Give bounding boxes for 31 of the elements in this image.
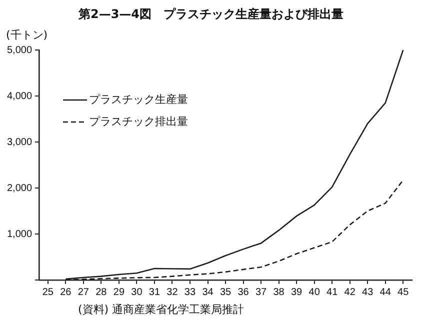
x-tick-label: 32 xyxy=(166,286,178,298)
x-tick-label: 36 xyxy=(238,286,250,298)
legend-label: プラスチック排出量 xyxy=(89,114,188,128)
x-tick-label: 34 xyxy=(202,286,214,298)
y-axis-title: (千トン) xyxy=(6,28,48,42)
x-tick-label: 35 xyxy=(220,286,232,298)
text: (資料) 通商産業省化学工業局推計 xyxy=(77,302,246,317)
y-tick-label: 4,000 xyxy=(6,90,32,102)
y-tick-label: 1,000 xyxy=(6,228,32,240)
chart-title: 第2—3—4図 プラスチック生産量および排出量 xyxy=(77,6,345,23)
x-tick-label: 27 xyxy=(78,286,90,298)
x-tick-label: 30 xyxy=(131,286,143,298)
x-tick-label: 43 xyxy=(362,286,374,298)
y-tick-label: 5,000 xyxy=(6,44,32,56)
y-tick-label: 3,000 xyxy=(6,136,32,148)
x-tick-label: 25 xyxy=(42,286,54,298)
x-tick-label: 33 xyxy=(184,286,196,298)
x-tick-label: 45 xyxy=(398,286,410,298)
y-tick-label: 2,000 xyxy=(6,182,32,194)
x-tick-label: 44 xyxy=(380,286,392,298)
x-tick-label: 28 xyxy=(96,286,108,298)
x-tick-label: 39 xyxy=(290,286,303,298)
x-tick-label: 38 xyxy=(273,286,285,298)
x-tick-label: 40 xyxy=(308,286,320,298)
x-tick-label: 37 xyxy=(255,286,268,298)
legend-label: プラスチック生産量 xyxy=(89,92,188,106)
x-tick-label: 31 xyxy=(148,286,160,298)
x-tick-label: 41 xyxy=(326,286,338,298)
x-tick-label: 26 xyxy=(60,286,72,298)
x-tick-label: 29 xyxy=(113,286,125,298)
x-tick-label: 42 xyxy=(344,286,356,298)
